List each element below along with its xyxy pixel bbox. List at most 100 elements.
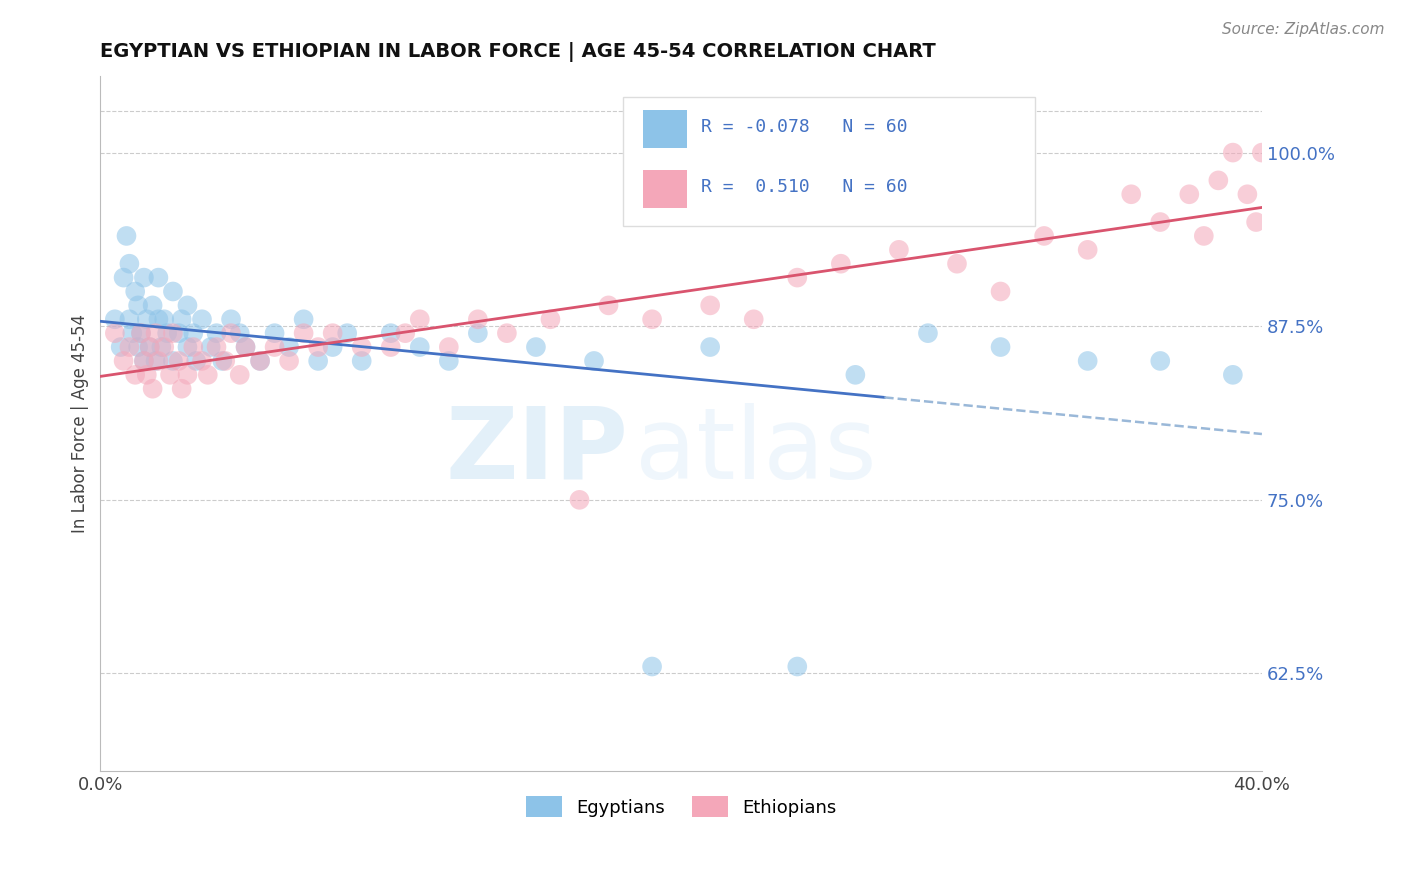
Point (307, 340, 329, 354)
Point (159, 368, 181, 382)
Bar (643, 170, 688, 208)
Point (249, 354, 271, 368)
Point (641, 659, 664, 673)
Point (582, 354, 605, 368)
Point (104, 312, 127, 326)
Point (467, 326, 489, 341)
Point (1222, 145, 1244, 160)
Point (170, 382, 193, 396)
Point (162, 354, 184, 368)
Point (598, 298, 620, 312)
Point (278, 340, 301, 354)
Point (219, 312, 242, 326)
Point (336, 326, 359, 341)
Point (118, 257, 141, 271)
Point (235, 340, 257, 354)
Point (990, 285, 1012, 299)
Point (990, 340, 1012, 354)
Point (153, 340, 176, 354)
Point (1192, 229, 1215, 244)
Point (496, 326, 519, 341)
Point (263, 340, 285, 354)
Point (148, 312, 170, 326)
Point (292, 326, 315, 341)
Point (322, 340, 344, 354)
Point (118, 312, 141, 326)
Point (229, 326, 252, 341)
Point (409, 312, 432, 326)
Point (150, 340, 173, 354)
Point (524, 340, 547, 354)
Point (699, 340, 721, 354)
Point (148, 270, 170, 285)
Point (1121, 187, 1143, 202)
Point (946, 257, 969, 271)
Point (307, 354, 329, 368)
Point (110, 340, 132, 354)
Point (205, 340, 228, 354)
Point (181, 326, 204, 341)
Point (467, 312, 489, 326)
Point (742, 312, 765, 326)
Point (292, 312, 315, 326)
Point (229, 368, 252, 382)
Point (138, 340, 160, 354)
Point (112, 354, 135, 368)
Point (191, 312, 214, 326)
Point (830, 257, 852, 271)
FancyBboxPatch shape (623, 97, 1035, 226)
Point (167, 326, 190, 341)
Point (142, 382, 165, 396)
Point (176, 368, 198, 382)
Point (350, 340, 373, 354)
Point (124, 368, 146, 382)
Point (170, 312, 193, 326)
Point (917, 326, 939, 341)
Point (409, 340, 432, 354)
Point (1077, 243, 1099, 257)
Point (138, 340, 160, 354)
Text: atlas: atlas (634, 402, 876, 500)
Point (249, 354, 271, 368)
Point (127, 298, 149, 312)
Point (167, 354, 190, 368)
Text: ZIP: ZIP (446, 402, 628, 500)
Point (235, 340, 257, 354)
Point (148, 354, 170, 368)
Point (162, 326, 184, 341)
Point (135, 368, 157, 382)
Legend: Egyptians, Ethiopians: Egyptians, Ethiopians (519, 789, 844, 824)
Point (214, 354, 236, 368)
Point (1077, 354, 1099, 368)
Point (380, 326, 402, 341)
Point (121, 326, 143, 341)
Point (887, 243, 910, 257)
Point (104, 326, 127, 341)
Point (786, 659, 808, 673)
Point (115, 229, 138, 244)
Point (176, 298, 198, 312)
Point (278, 354, 301, 368)
Point (156, 326, 179, 341)
Point (322, 326, 344, 341)
Point (124, 285, 146, 299)
Point (132, 270, 155, 285)
Point (129, 326, 152, 341)
Point (145, 326, 167, 341)
Point (191, 354, 214, 368)
Point (437, 354, 460, 368)
Point (211, 354, 233, 368)
Point (844, 368, 866, 382)
Point (641, 312, 664, 326)
Point (197, 368, 219, 382)
Point (129, 326, 152, 341)
Point (205, 326, 228, 341)
Point (1149, 215, 1171, 229)
Point (145, 354, 167, 368)
Point (162, 285, 184, 299)
Point (153, 312, 176, 326)
Point (394, 326, 416, 341)
Point (186, 354, 208, 368)
Point (118, 340, 141, 354)
Point (568, 492, 591, 507)
